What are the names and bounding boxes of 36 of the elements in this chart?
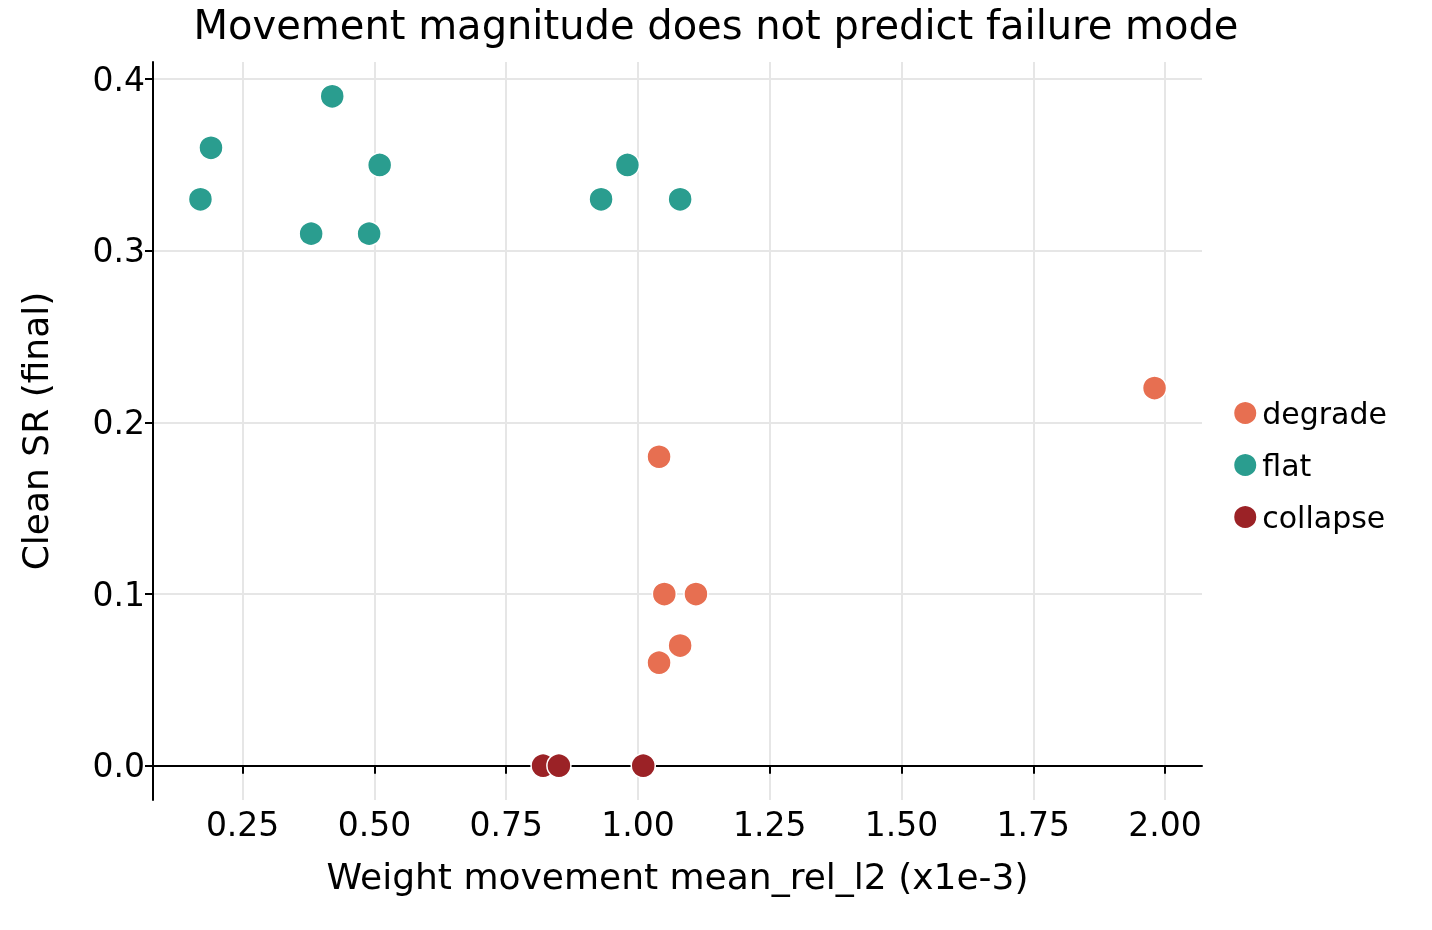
y-axis-title: Clean SR (final) bbox=[14, 291, 56, 571]
point bbox=[366, 152, 393, 178]
point bbox=[614, 152, 641, 178]
x-tick-label: 1.25 bbox=[733, 805, 807, 844]
x-tick-label: 0.25 bbox=[205, 805, 280, 844]
point bbox=[546, 752, 572, 779]
point bbox=[646, 444, 672, 470]
x-tick-label: 1.75 bbox=[996, 805, 1071, 844]
point bbox=[187, 186, 214, 213]
point bbox=[198, 135, 224, 161]
point bbox=[298, 220, 324, 247]
y-tick-label: 0.0 bbox=[92, 746, 145, 786]
point bbox=[588, 186, 614, 213]
legend-label: degrade bbox=[1262, 395, 1387, 431]
x-tick-label: 1.50 bbox=[864, 805, 939, 844]
y-tick-label: 0.1 bbox=[92, 574, 145, 614]
chart-title: Movement magnitude does not predict failure mode bbox=[193, 2, 1239, 48]
point bbox=[1141, 375, 1168, 401]
x-tick-label: 0.75 bbox=[469, 805, 543, 844]
x-tick-label: 2.00 bbox=[1128, 805, 1202, 844]
point bbox=[646, 649, 672, 676]
x-axis-title: Weight movement mean_rel_l2 (x1e-3) bbox=[326, 855, 1029, 897]
point bbox=[667, 632, 693, 659]
point bbox=[667, 186, 693, 213]
legend-label: collapse bbox=[1262, 499, 1386, 535]
point bbox=[319, 83, 345, 110]
y-tick-label: 0.4 bbox=[92, 59, 145, 99]
point bbox=[356, 220, 382, 247]
x-tick-label: 1.00 bbox=[601, 805, 675, 844]
x-tick-label: 0.50 bbox=[337, 805, 412, 844]
point bbox=[630, 752, 656, 779]
y-tick-label: 0.2 bbox=[92, 402, 145, 442]
legend-label: flat bbox=[1262, 447, 1312, 483]
y-tick-label: 0.3 bbox=[92, 231, 145, 271]
point bbox=[651, 581, 678, 607]
point bbox=[683, 581, 709, 607]
